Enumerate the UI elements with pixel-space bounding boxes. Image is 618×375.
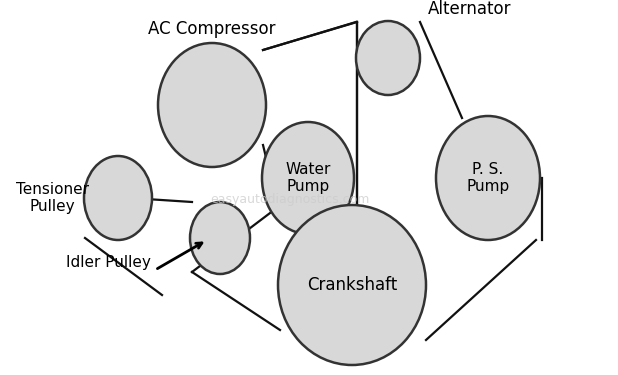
Text: P. S.
Pump: P. S. Pump: [467, 162, 510, 194]
Text: Water
Pump: Water Pump: [286, 162, 331, 194]
Ellipse shape: [278, 205, 426, 365]
Ellipse shape: [356, 21, 420, 95]
Text: Alternator: Alternator: [428, 0, 512, 18]
Ellipse shape: [262, 122, 354, 234]
Ellipse shape: [158, 43, 266, 167]
Text: Idler Pulley: Idler Pulley: [66, 255, 150, 270]
Text: easyautodiagnostics.com: easyautodiagnostics.com: [210, 194, 370, 207]
Ellipse shape: [84, 156, 152, 240]
Text: AC Compressor: AC Compressor: [148, 20, 276, 38]
Ellipse shape: [436, 116, 540, 240]
Text: Tensioner
Pulley: Tensioner Pulley: [15, 182, 88, 214]
Ellipse shape: [190, 202, 250, 274]
Text: Crankshaft: Crankshaft: [307, 276, 397, 294]
